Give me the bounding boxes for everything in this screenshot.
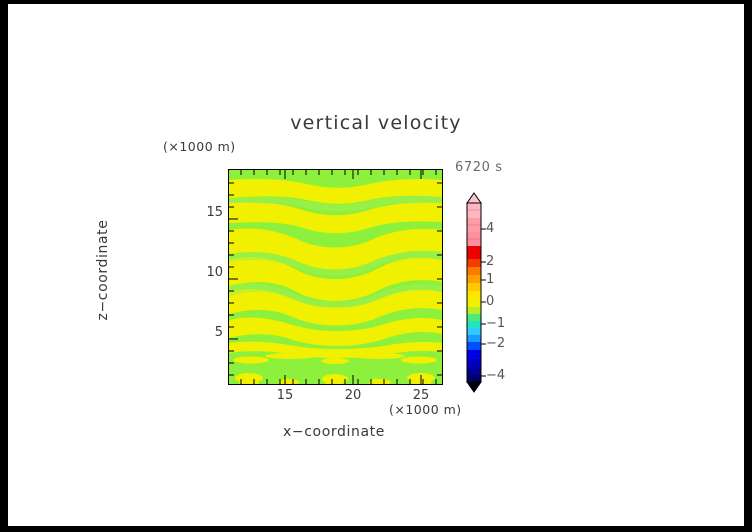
colorbar-tick-label: 0 [486,294,495,309]
page-title: vertical velocity [290,112,462,134]
y-tick-label: 5 [214,325,223,340]
contour-blob-4 [265,353,317,359]
colorbar-band-rules [467,209,481,379]
x-tick-label: 20 [344,388,362,403]
y-axis-title: z−coordinate [95,219,111,321]
colorbar-tick-label: −2 [486,336,506,351]
contour-band-yellow-4 [229,257,442,301]
colorbar-outline [466,202,482,383]
contour-blob-10 [371,379,391,384]
contour-band-yellow-6 [229,317,442,346]
colorbar: 4 2 1 0 −1 −2 −4 [456,190,526,395]
colorbar-tick-label: 1 [486,272,495,287]
contour-band-yellow-3 [229,228,442,270]
contour-blob-6 [235,373,263,383]
x-tick-label-group: 15 20 25 [228,388,443,410]
contour-blob-9 [279,379,299,384]
contour-band-yellow-2 [229,202,442,234]
contour-band-yellow-1 [229,179,442,204]
contour-blob-8 [407,373,435,383]
colorbar-svg [466,192,486,393]
contour-plot-area [228,169,443,385]
y-tick-label-group: 15 10 5 [178,169,223,385]
colorbar-over-arrow [466,192,482,204]
x-tick-label: 15 [276,388,294,403]
x-tick-label: 25 [412,388,430,403]
y-tick-label: 15 [206,205,223,220]
colorbar-under-arrow [466,381,482,393]
contour-blob-1 [233,356,269,364]
y-axis-unit-label: (×1000 m) [163,139,236,154]
colorbar-ticks [481,228,486,377]
colorbar-tick-label: 4 [486,221,495,236]
x-axis-title: x−coordinate [283,424,385,440]
colorbar-tick-label: −1 [486,316,506,331]
figure-canvas: vertical velocity (×1000 m) 6720 s [8,4,744,526]
x-axis-unit-label: (×1000 m) [389,402,462,417]
contour-shade-3 [229,283,442,308]
colorbar-bands [467,203,481,382]
contour-band-yellow-5 [229,289,442,326]
contour-shade-1 [229,196,442,212]
time-annotation: 6720 s [455,160,503,175]
contour-blob-5 [353,353,405,359]
colorbar-tick-label: −4 [486,368,506,383]
contour-shade-2 [229,251,442,277]
contour-blob-2 [321,358,349,364]
contour-blob-3 [401,356,437,364]
contour-field [229,170,442,384]
contour-blob-7 [322,374,348,384]
colorbar-tick-label: 2 [486,254,495,269]
y-tick-label: 10 [206,265,223,280]
